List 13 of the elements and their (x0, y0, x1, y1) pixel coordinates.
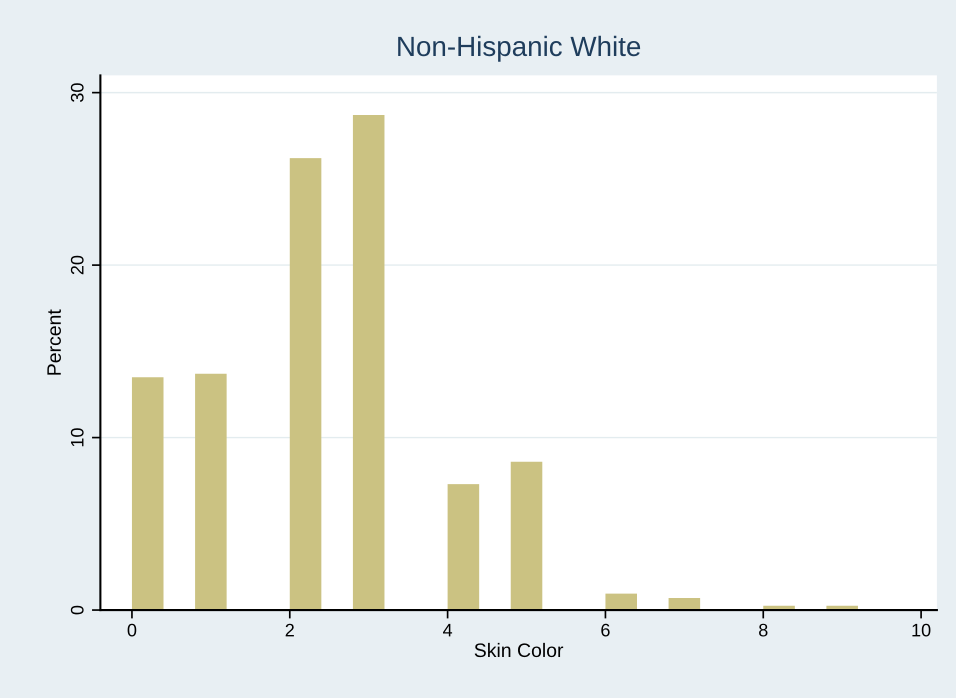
x-tick-label: 10 (912, 624, 930, 637)
chart-title: Non-Hispanic White (398, 36, 640, 62)
x-tick-label: 8 (759, 624, 768, 637)
y-axis-title: Percent (47, 309, 61, 375)
x-axis-title: Skin Color (474, 642, 564, 658)
y-tick-label: 0 (70, 606, 84, 614)
x-tick-label: 2 (286, 624, 294, 636)
x-tick-label: 4 (443, 624, 452, 636)
y-tick-label: 20 (70, 256, 84, 274)
x-tick-label: 0 (128, 624, 136, 637)
y-tick-label: 10 (70, 428, 84, 446)
y-tick-label: 30 (70, 83, 84, 102)
x-tick-label: 6 (601, 624, 610, 637)
